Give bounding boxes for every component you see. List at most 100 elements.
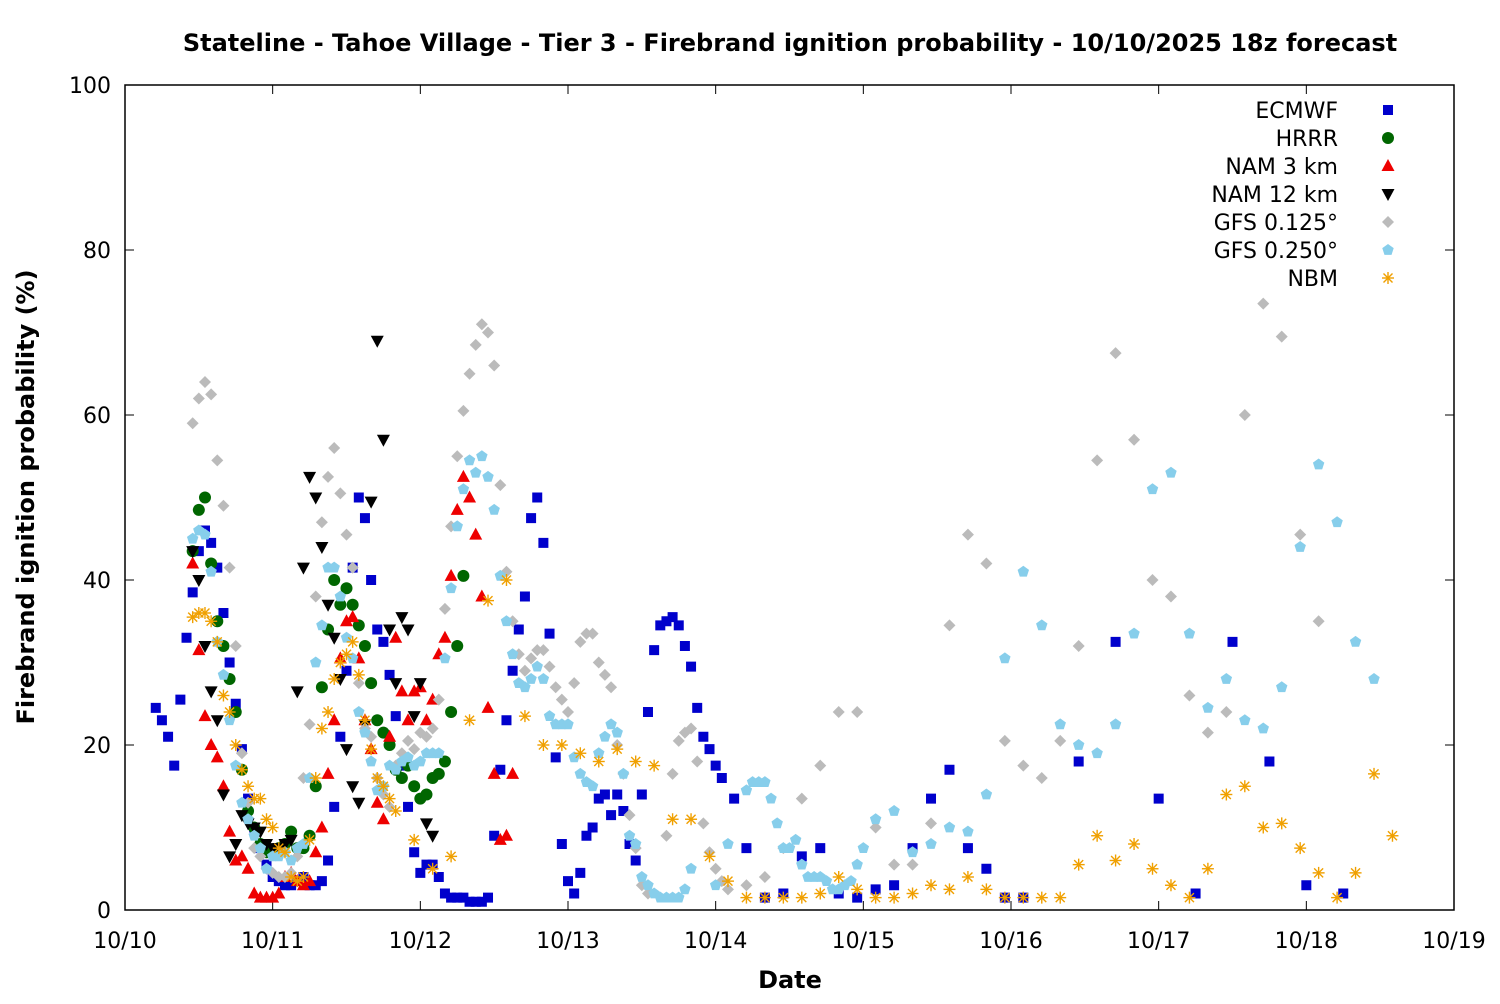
legend: ECMWF HRRR NAM 3 km NAM 12 km GFS 0.125° GFS … bbox=[1211, 99, 1395, 292]
data-point-gfs-0-250 bbox=[482, 470, 494, 482]
data-point-ecmwf bbox=[421, 859, 432, 870]
data-point-ecmwf bbox=[630, 855, 641, 866]
data-point-hrrr bbox=[457, 569, 470, 582]
data-point-nam-3-km bbox=[309, 845, 323, 858]
data-point-gfs-0-125 bbox=[408, 743, 421, 756]
data-point-gfs-0-250 bbox=[999, 652, 1011, 664]
data-point-gfs-0-125 bbox=[998, 734, 1011, 747]
data-point-nbm bbox=[217, 689, 230, 702]
data-point-gfs-0-125 bbox=[531, 644, 544, 657]
data-point-gfs-0-125 bbox=[586, 627, 599, 640]
data-point-ecmwf bbox=[403, 801, 414, 812]
data-point-gfs-0-250 bbox=[445, 582, 457, 594]
data-point-nam-3-km bbox=[266, 890, 280, 903]
data-point-nam-3-km bbox=[506, 766, 520, 779]
data-point-gfs-0-250 bbox=[574, 767, 587, 779]
data-point-gfs-0-250 bbox=[340, 631, 353, 643]
data-point-nbm bbox=[1146, 862, 1159, 875]
data-point-hrrr bbox=[451, 640, 464, 652]
data-point-gfs-0-250 bbox=[1072, 739, 1085, 750]
data-point-gfs-0-125 bbox=[580, 627, 593, 640]
data-point-gfs-0-250 bbox=[869, 813, 882, 825]
data-point-gfs-0-125 bbox=[697, 817, 710, 830]
data-point-ecmwf bbox=[1110, 636, 1121, 647]
data-point-nam-3-km bbox=[395, 684, 409, 697]
data-point-nbm bbox=[998, 891, 1011, 904]
data-point-nbm bbox=[518, 710, 531, 723]
legend-marker bbox=[1383, 105, 1393, 115]
series-0 bbox=[150, 492, 1349, 907]
data-point-ecmwf bbox=[519, 591, 530, 602]
data-point-gfs-0-125 bbox=[1238, 409, 1251, 421]
data-point-ecmwf bbox=[538, 537, 549, 548]
legend-label: NAM 3 km bbox=[1225, 155, 1338, 180]
data-point-ecmwf bbox=[563, 876, 573, 887]
data-point-gfs-0-125 bbox=[1128, 433, 1141, 446]
data-point-ecmwf bbox=[156, 715, 167, 726]
data-point-nbm bbox=[1312, 866, 1325, 879]
data-point-nam-3-km bbox=[419, 713, 433, 726]
data-point-nam-12-km bbox=[389, 678, 403, 691]
series-6 bbox=[186, 574, 1399, 904]
data-point-gfs-0-250 bbox=[629, 838, 642, 849]
data-point-nam-3-km bbox=[407, 684, 421, 697]
data-point-nbm bbox=[482, 594, 495, 607]
data-point-hrrr bbox=[420, 788, 433, 801]
data-point-nam-3-km bbox=[340, 614, 353, 627]
data-point-nam-12-km bbox=[315, 542, 329, 554]
data-point-nbm bbox=[346, 635, 359, 648]
data-point-gfs-0-250 bbox=[230, 759, 242, 771]
data-point-ecmwf bbox=[981, 863, 992, 874]
data-point-gfs-0-125 bbox=[402, 734, 415, 747]
data-point-nbm bbox=[1294, 842, 1307, 855]
data-point-nbm bbox=[1368, 767, 1381, 780]
data-point-gfs-0-250 bbox=[943, 821, 956, 833]
data-point-nbm bbox=[648, 759, 661, 772]
data-point-gfs-0-250 bbox=[962, 825, 974, 837]
data-point-gfs-0-250 bbox=[365, 755, 377, 767]
data-point-nbm bbox=[278, 846, 291, 859]
series-5 bbox=[186, 450, 1380, 903]
data-point-gfs-0-125 bbox=[568, 677, 581, 690]
data-point-nam-3-km bbox=[376, 812, 390, 825]
data-point-gfs-0-250 bbox=[740, 784, 753, 796]
data-point-ecmwf bbox=[446, 892, 457, 903]
data-point-nbm bbox=[371, 772, 384, 784]
data-point-nbm bbox=[685, 813, 698, 826]
x-tick-label: 10/19 bbox=[1422, 929, 1485, 954]
data-point-nbm bbox=[211, 635, 224, 648]
data-point-gfs-0-125 bbox=[740, 879, 753, 892]
legend-label: NBM bbox=[1287, 267, 1338, 292]
x-tick-label: 10/14 bbox=[684, 929, 747, 954]
data-point-gfs-0-250 bbox=[611, 726, 623, 738]
data-point-nbm bbox=[703, 850, 716, 863]
data-point-gfs-0-250 bbox=[414, 755, 427, 767]
data-point-gfs-0-250 bbox=[205, 565, 217, 577]
data-point-ecmwf bbox=[642, 707, 653, 717]
data-point-ecmwf bbox=[569, 888, 580, 899]
data-point-hrrr bbox=[432, 767, 445, 780]
x-tick-label: 10/13 bbox=[536, 929, 599, 954]
data-point-gfs-0-250 bbox=[888, 805, 900, 816]
data-point-gfs-0-250 bbox=[642, 879, 654, 891]
data-point-nbm bbox=[389, 805, 402, 817]
data-point-gfs-0-250 bbox=[248, 829, 260, 841]
data-point-nbm bbox=[1183, 891, 1196, 904]
data-point-gfs-0-250 bbox=[1091, 747, 1103, 759]
data-point-ecmwf bbox=[150, 702, 161, 713]
data-point-ecmwf bbox=[1338, 888, 1349, 899]
data-point-nbm bbox=[740, 891, 753, 904]
data-point-ecmwf bbox=[1190, 888, 1201, 899]
data-point-gfs-0-125 bbox=[475, 318, 488, 331]
data-point-nam-3-km bbox=[389, 630, 403, 643]
data-point-ecmwf bbox=[279, 880, 290, 891]
data-point-gfs-0-125 bbox=[758, 871, 771, 883]
data-point-gfs-0-125 bbox=[469, 338, 482, 351]
data-point-gfs-0-250 bbox=[1146, 483, 1159, 495]
data-point-nam-12-km bbox=[247, 822, 261, 835]
data-point-nbm bbox=[888, 891, 901, 904]
data-point-gfs-0-125 bbox=[709, 862, 722, 875]
data-point-nbm bbox=[297, 871, 310, 883]
data-point-nbm bbox=[463, 714, 476, 727]
data-point-ecmwf bbox=[187, 587, 198, 598]
